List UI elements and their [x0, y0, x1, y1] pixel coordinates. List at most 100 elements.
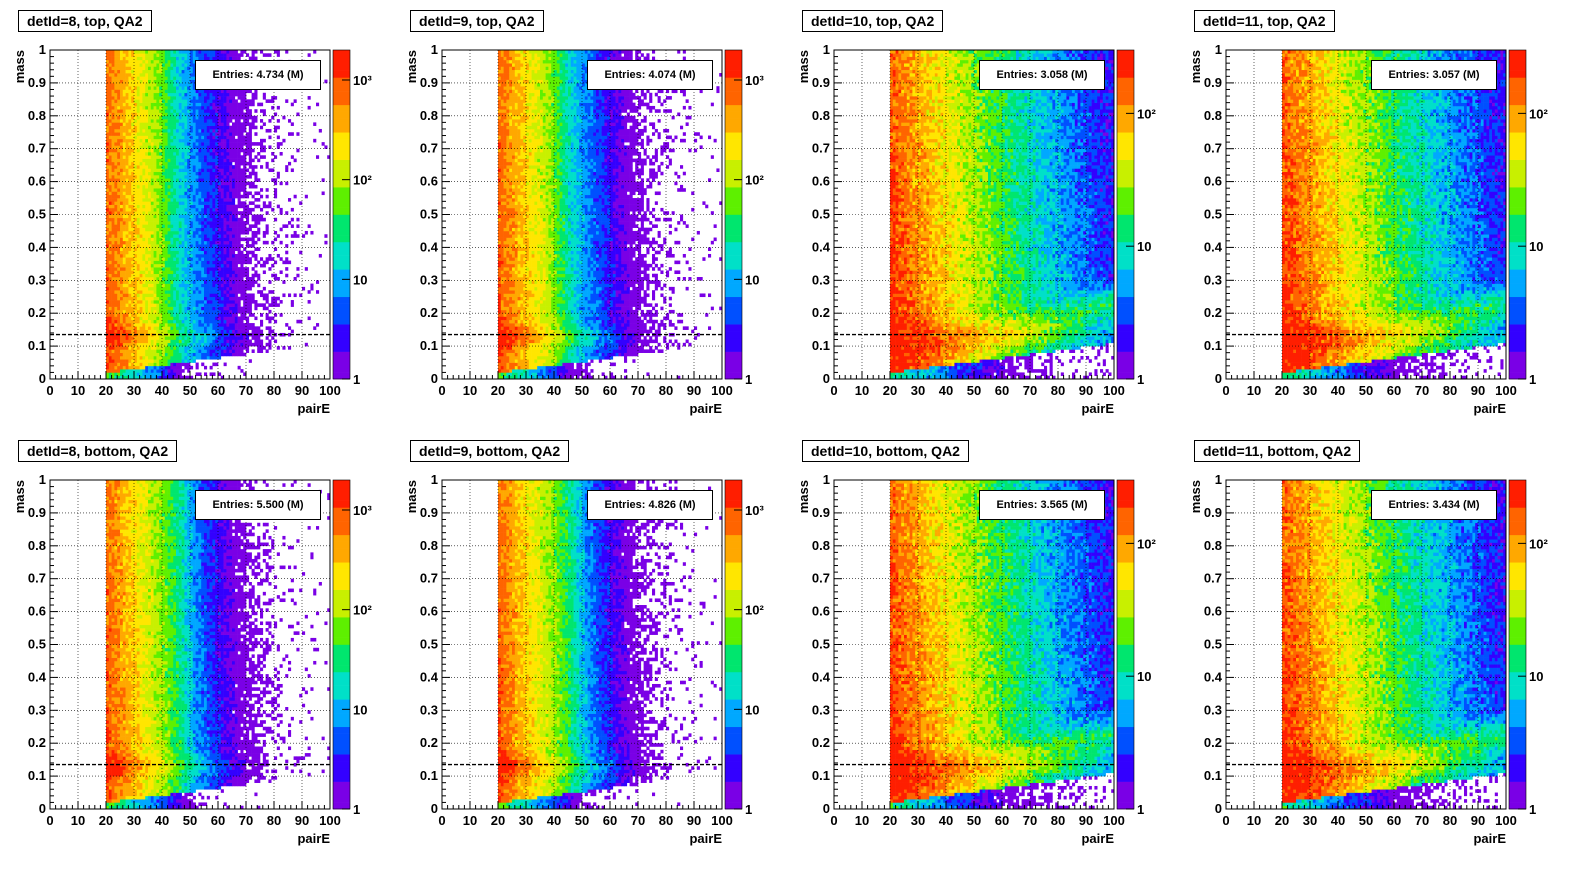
heatmap-cell: [234, 115, 238, 120]
heatmap-cell: [201, 105, 205, 110]
heatmap-cell: [201, 92, 205, 97]
heatmap-cell: [120, 56, 124, 61]
heatmap-cell: [218, 293, 222, 298]
heatmap-cell: [117, 355, 121, 360]
heatmap-cell: [195, 336, 199, 340]
heatmap-cell: [181, 204, 185, 209]
heatmap-cell: [148, 188, 152, 192]
heatmap-cell: [145, 372, 149, 377]
heatmap-cell: [164, 283, 168, 288]
heatmap-cell: [212, 191, 216, 196]
heatmap-cell: [162, 316, 166, 321]
heatmap-cell: [134, 253, 138, 258]
heatmap-cell: [167, 191, 171, 196]
heatmap-cell: [187, 132, 191, 136]
heatmap-cell: [139, 198, 143, 202]
heatmap-cell: [170, 82, 174, 87]
heatmap-cell: [218, 142, 222, 146]
heatmap-cell: [128, 194, 132, 199]
heatmap-cell: [120, 63, 124, 67]
heatmap-cell: [195, 175, 199, 179]
heatmap-cell: [162, 355, 166, 360]
heatmap-cell: [131, 86, 135, 90]
heatmap-cell: [198, 270, 202, 275]
heatmap-cell: [108, 359, 112, 363]
heatmap-cell: [128, 313, 132, 317]
heatmap-cell: [106, 319, 110, 324]
heatmap-cell: [148, 122, 152, 126]
heatmap-cell: [232, 296, 236, 301]
heatmap-cell: [209, 336, 213, 340]
heatmap-cell: [187, 273, 191, 278]
heatmap-cell: [114, 369, 118, 373]
heatmap-cell: [156, 171, 160, 176]
heatmap-cell: [248, 175, 252, 179]
heatmap-cell: [215, 257, 219, 261]
heatmap-cell: [229, 204, 233, 209]
heatmap-cell: [215, 316, 219, 321]
heatmap-cell: [204, 349, 208, 353]
heatmap-cell: [128, 86, 132, 90]
heatmap-cell: [134, 277, 138, 281]
heatmap-cell: [136, 342, 140, 347]
heatmap-cell: [240, 323, 244, 327]
heatmap-cell: [204, 309, 208, 314]
heatmap-cell: [195, 240, 199, 245]
heatmap-cell: [139, 372, 143, 377]
heatmap-cell: [164, 53, 168, 57]
heatmap-cell: [232, 290, 236, 294]
heatmap-cell: [122, 270, 126, 275]
heatmap-cell: [178, 323, 182, 327]
heatmap-cell: [192, 303, 196, 307]
heatmap-cell: [246, 323, 250, 327]
heatmap-cell: [206, 253, 210, 258]
heatmap-cell: [232, 171, 236, 176]
heatmap-cell: [198, 53, 202, 57]
heatmap-cell: [206, 53, 210, 57]
heatmap-cell: [204, 250, 208, 255]
heatmap-cell: [108, 184, 112, 189]
heatmap-cell: [184, 181, 188, 186]
heatmap-cell: [148, 263, 152, 268]
heatmap-cell: [184, 138, 188, 143]
heatmap-cell: [156, 339, 160, 344]
heatmap-cell: [142, 161, 146, 166]
heatmap-cell: [131, 188, 135, 192]
heatmap-cell: [178, 119, 182, 123]
heatmap-cell: [156, 161, 160, 166]
heatmap-cell: [190, 273, 194, 278]
heatmap-cell: [117, 319, 121, 324]
heatmap-cell: [131, 214, 135, 219]
heatmap-cell: [131, 79, 135, 84]
heatmap-cell: [128, 132, 132, 136]
heatmap-cell: [237, 184, 241, 189]
heatmap-cell: [128, 306, 132, 311]
heatmap-cell: [170, 175, 174, 179]
heatmap-cell: [190, 352, 194, 357]
heatmap-cell: [234, 319, 238, 324]
heatmap-cell: [206, 316, 210, 321]
heatmap-cell: [122, 50, 126, 54]
heatmap-cell: [114, 240, 118, 245]
heatmap-cell: [237, 352, 241, 357]
heatmap-cell: [136, 148, 140, 153]
heatmap-cell: [198, 89, 202, 94]
heatmap-cell: [187, 181, 191, 186]
heatmap-cell: [218, 339, 222, 344]
heatmap-cell: [108, 158, 112, 163]
heatmap-cell: [153, 119, 157, 123]
heatmap-cell: [218, 319, 222, 324]
heatmap-cell: [201, 326, 205, 330]
heatmap-cell: [198, 329, 202, 334]
heatmap-cell: [142, 237, 146, 242]
heatmap-cell: [114, 352, 118, 357]
heatmap-cell: [173, 349, 177, 353]
heatmap-cell: [114, 336, 118, 340]
heatmap-cell: [122, 253, 126, 258]
heatmap-cell: [226, 201, 230, 205]
heatmap-cell: [195, 273, 199, 278]
heatmap-cell: [215, 175, 219, 179]
heatmap-cell: [134, 227, 138, 232]
heatmap-cell: [145, 237, 149, 242]
heatmap-cell: [240, 181, 244, 186]
